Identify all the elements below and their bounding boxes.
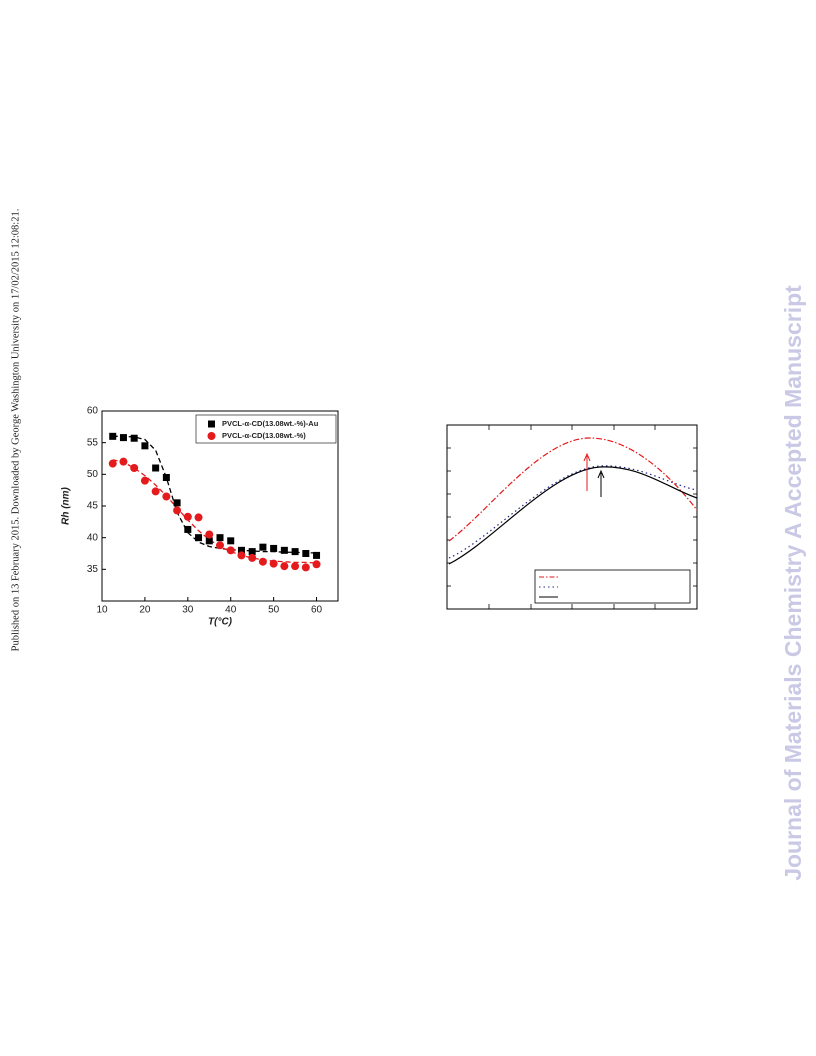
- x-tick-label: 30: [182, 605, 194, 616]
- data-point: [195, 534, 203, 542]
- side-note: Published on 13 February 2015. Downloade…: [10, 209, 21, 652]
- x-tick-label: 60: [311, 605, 323, 616]
- data-point: [119, 457, 128, 466]
- data-point: [248, 553, 257, 562]
- data-point: [119, 434, 127, 442]
- data-point: [140, 476, 149, 485]
- data-point: [173, 506, 182, 515]
- data-point: [259, 543, 267, 551]
- frame-ticks: [447, 425, 697, 609]
- data-point: [162, 492, 171, 501]
- data-point: [313, 551, 321, 559]
- data-point: [312, 560, 321, 569]
- curve-red: [448, 437, 698, 542]
- data-point: [270, 544, 278, 552]
- watermark: Journal of Materials Chemistry A Accepte…: [780, 285, 806, 881]
- data-point: [194, 513, 203, 522]
- x-tick-label: 40: [225, 605, 237, 616]
- legend-label: PVCL-α-CD(13.08wt.-%)-Au: [222, 419, 319, 428]
- legend-box: [195, 414, 337, 444]
- data-point: [109, 432, 117, 440]
- legend-marker: [208, 420, 215, 428]
- data-point: [130, 434, 138, 442]
- data-point: [216, 541, 224, 550]
- data-point: [151, 487, 160, 496]
- data-point: [216, 534, 224, 542]
- legend-label: PVCL-α-CD(13.08wt.-%): [222, 431, 306, 440]
- data-point: [141, 442, 149, 450]
- legend-box: [534, 569, 691, 604]
- data-point: [248, 548, 256, 556]
- data-point: [152, 464, 160, 472]
- data-point: [205, 530, 214, 539]
- figure-2: [446, 424, 698, 610]
- data-point: [258, 557, 267, 566]
- data-point: [280, 562, 289, 571]
- figure-1: T(°C) Rh (nm) 10 20 30 40 50 60 35 40 45 50 55 60 PV…: [61, 406, 339, 628]
- curve-black: [448, 466, 698, 565]
- y-tick-label: 55: [87, 437, 99, 448]
- data-point: [162, 474, 170, 481]
- y-tick-label: 45: [87, 501, 99, 512]
- data-point: [130, 464, 139, 472]
- data-point: [183, 512, 192, 521]
- data-point: [237, 551, 246, 560]
- data-point: [184, 525, 192, 533]
- x-tick-label: 10: [96, 605, 108, 616]
- y-tick-label: 60: [87, 406, 99, 417]
- legend-marker: [207, 432, 216, 440]
- curve-blue: [448, 465, 698, 559]
- data-point: [237, 546, 245, 554]
- data-point: [291, 548, 299, 556]
- data-point: [173, 499, 181, 507]
- y-axis-label: Rh (nm): [61, 486, 72, 524]
- data-point: [269, 559, 278, 568]
- data-point: [108, 459, 117, 468]
- x-tick-label: 50: [268, 605, 280, 616]
- data-point: [205, 537, 213, 545]
- arrow-black-head: [597, 469, 605, 479]
- y-tick-label: 40: [87, 532, 99, 543]
- x-tick-label: 20: [139, 605, 151, 616]
- data-point: [302, 550, 310, 557]
- data-point: [226, 546, 235, 555]
- y-tick-label: 35: [87, 564, 99, 575]
- data-point: [280, 546, 288, 554]
- data-point: [227, 537, 235, 545]
- x-axis-label: T(°C): [208, 617, 233, 628]
- fit-line: [112, 459, 317, 564]
- fit-line: [112, 435, 317, 554]
- data-point: [301, 563, 310, 572]
- y-tick-label: 50: [87, 469, 99, 480]
- data-point: [291, 562, 300, 571]
- arrow-red-head: [583, 452, 591, 462]
